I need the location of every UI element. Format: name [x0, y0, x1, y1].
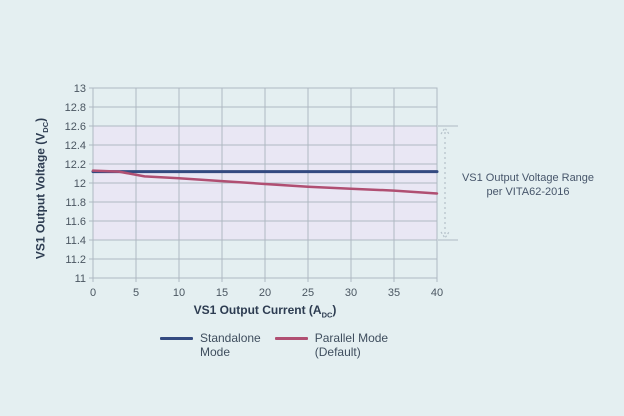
x-axis-title-close: ): [332, 303, 337, 317]
range-arrowhead-down: [440, 231, 450, 240]
y-tick-label: 11: [75, 273, 86, 285]
x-tick-label: 5: [133, 287, 139, 299]
y-tick-label: 13: [74, 83, 86, 95]
y-tick-label: 11.2: [65, 254, 86, 266]
y-axis-title: VS1 Output Voltage (VDC): [33, 79, 50, 299]
y-tick-label: 12.6: [65, 121, 86, 133]
legend-label-standalone-line1: Standalone: [200, 331, 261, 345]
legend-label-standalone-line2: Mode: [200, 345, 231, 359]
legend-label-standalone: Standalone Mode: [200, 331, 261, 359]
legend-item-parallel: Parallel Mode (Default): [274, 331, 388, 359]
range-arrowhead-up: [440, 126, 450, 135]
legend-label-parallel-line1: Parallel Mode: [314, 331, 389, 345]
x-tick-label: 40: [431, 287, 443, 299]
legend-label-parallel-line2: (Default): [314, 345, 361, 359]
chart-legend: Standalone Mode Parallel Mode (Default): [160, 331, 388, 359]
x-tick-label: 30: [345, 287, 357, 299]
x-axis-title: VS1 Output Current (ADC): [93, 303, 437, 319]
y-tick-label: 12.2: [65, 159, 86, 171]
y-tick-label: 12.8: [65, 102, 86, 114]
legend-item-standalone: Standalone Mode: [160, 331, 261, 359]
y-tick-label: 11.4: [65, 235, 86, 247]
parallel-mode-line: [91, 169, 439, 195]
y-tick-label: 12.4: [65, 140, 86, 152]
annotation-line-1: VS1 Output Voltage Range: [461, 172, 595, 184]
x-tick-label: 15: [216, 287, 228, 299]
y-axis-title-close: ): [33, 117, 48, 122]
annotation-line-2: per VITA62-2016: [486, 186, 570, 198]
y-tick-label: 11.8: [65, 197, 86, 209]
parallel-line-swatch: [274, 337, 308, 340]
y-axis-title-subscript: DC: [40, 121, 50, 133]
y-tick-label: 12: [74, 178, 86, 190]
x-tick-label: 25: [302, 287, 314, 299]
x-axis-title-subscript: DC: [321, 310, 333, 320]
x-tick-label: 35: [388, 287, 400, 299]
legend-label-parallel: Parallel Mode (Default): [315, 331, 388, 359]
x-tick-label: 10: [173, 287, 185, 299]
y-axis-title-text: VS1 Output Voltage (V: [33, 132, 48, 260]
x-tick-label: 20: [259, 287, 271, 299]
x-axis-title-text: VS1 Output Current (A: [193, 303, 322, 317]
voltage-range-annotation: VS1 Output Voltage Range per VITA62-2016: [448, 171, 608, 199]
x-tick-label: 0: [90, 287, 96, 299]
standalone-line-swatch: [160, 337, 193, 340]
plot-border: [92, 87, 438, 279]
y-tick-label: 11.6: [65, 216, 86, 228]
